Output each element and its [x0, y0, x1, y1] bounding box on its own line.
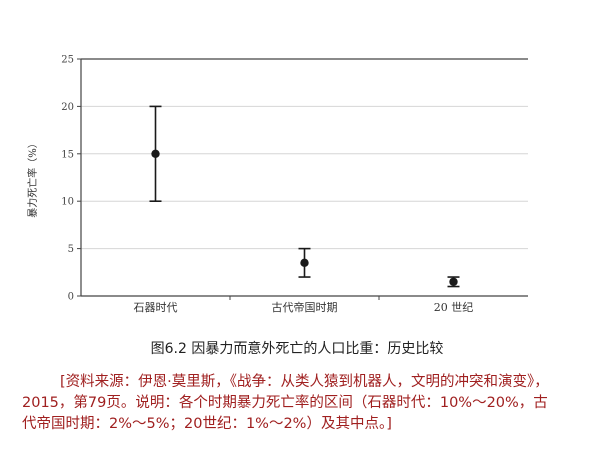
- x-ticks: 石器时代 古代帝国时期 20 世纪: [134, 296, 474, 314]
- midpoint-dot: [300, 258, 309, 268]
- gridlines: [81, 58, 528, 250]
- y-tick-label: 5: [68, 244, 74, 255]
- y-ticks: 0 5 10 15 20 25: [61, 55, 81, 303]
- chart: 0 5 10 15 20 25 石器时代 古代帝国时期 20 世纪 暴力死亡率（%）: [26, 55, 528, 314]
- midpoint-dot: [449, 277, 458, 286]
- y-tick-label: 25: [61, 55, 74, 66]
- y-tick-label: 15: [61, 149, 74, 160]
- y-tick-label: 0: [68, 292, 74, 303]
- x-tick-label: 古代帝国时期: [272, 300, 338, 314]
- x-tick-label: 石器时代: [134, 301, 178, 314]
- x-tick-label: 20 世纪: [434, 301, 474, 314]
- figure-caption: 图6.2 因暴力而意外死亡的人口比重：历史比较: [150, 341, 444, 357]
- y-tick-label: 20: [61, 102, 74, 113]
- y-axis-label: 暴力死亡率（%）: [26, 138, 39, 218]
- source-note: [资料来源：伊恩·莫里斯，《战争：从类人猿到机器人，文明的冲突和演变》，2015…: [22, 374, 549, 432]
- data-marks: [149, 105, 460, 288]
- y-tick-label: 10: [61, 197, 74, 208]
- midpoint-dot: [151, 149, 160, 158]
